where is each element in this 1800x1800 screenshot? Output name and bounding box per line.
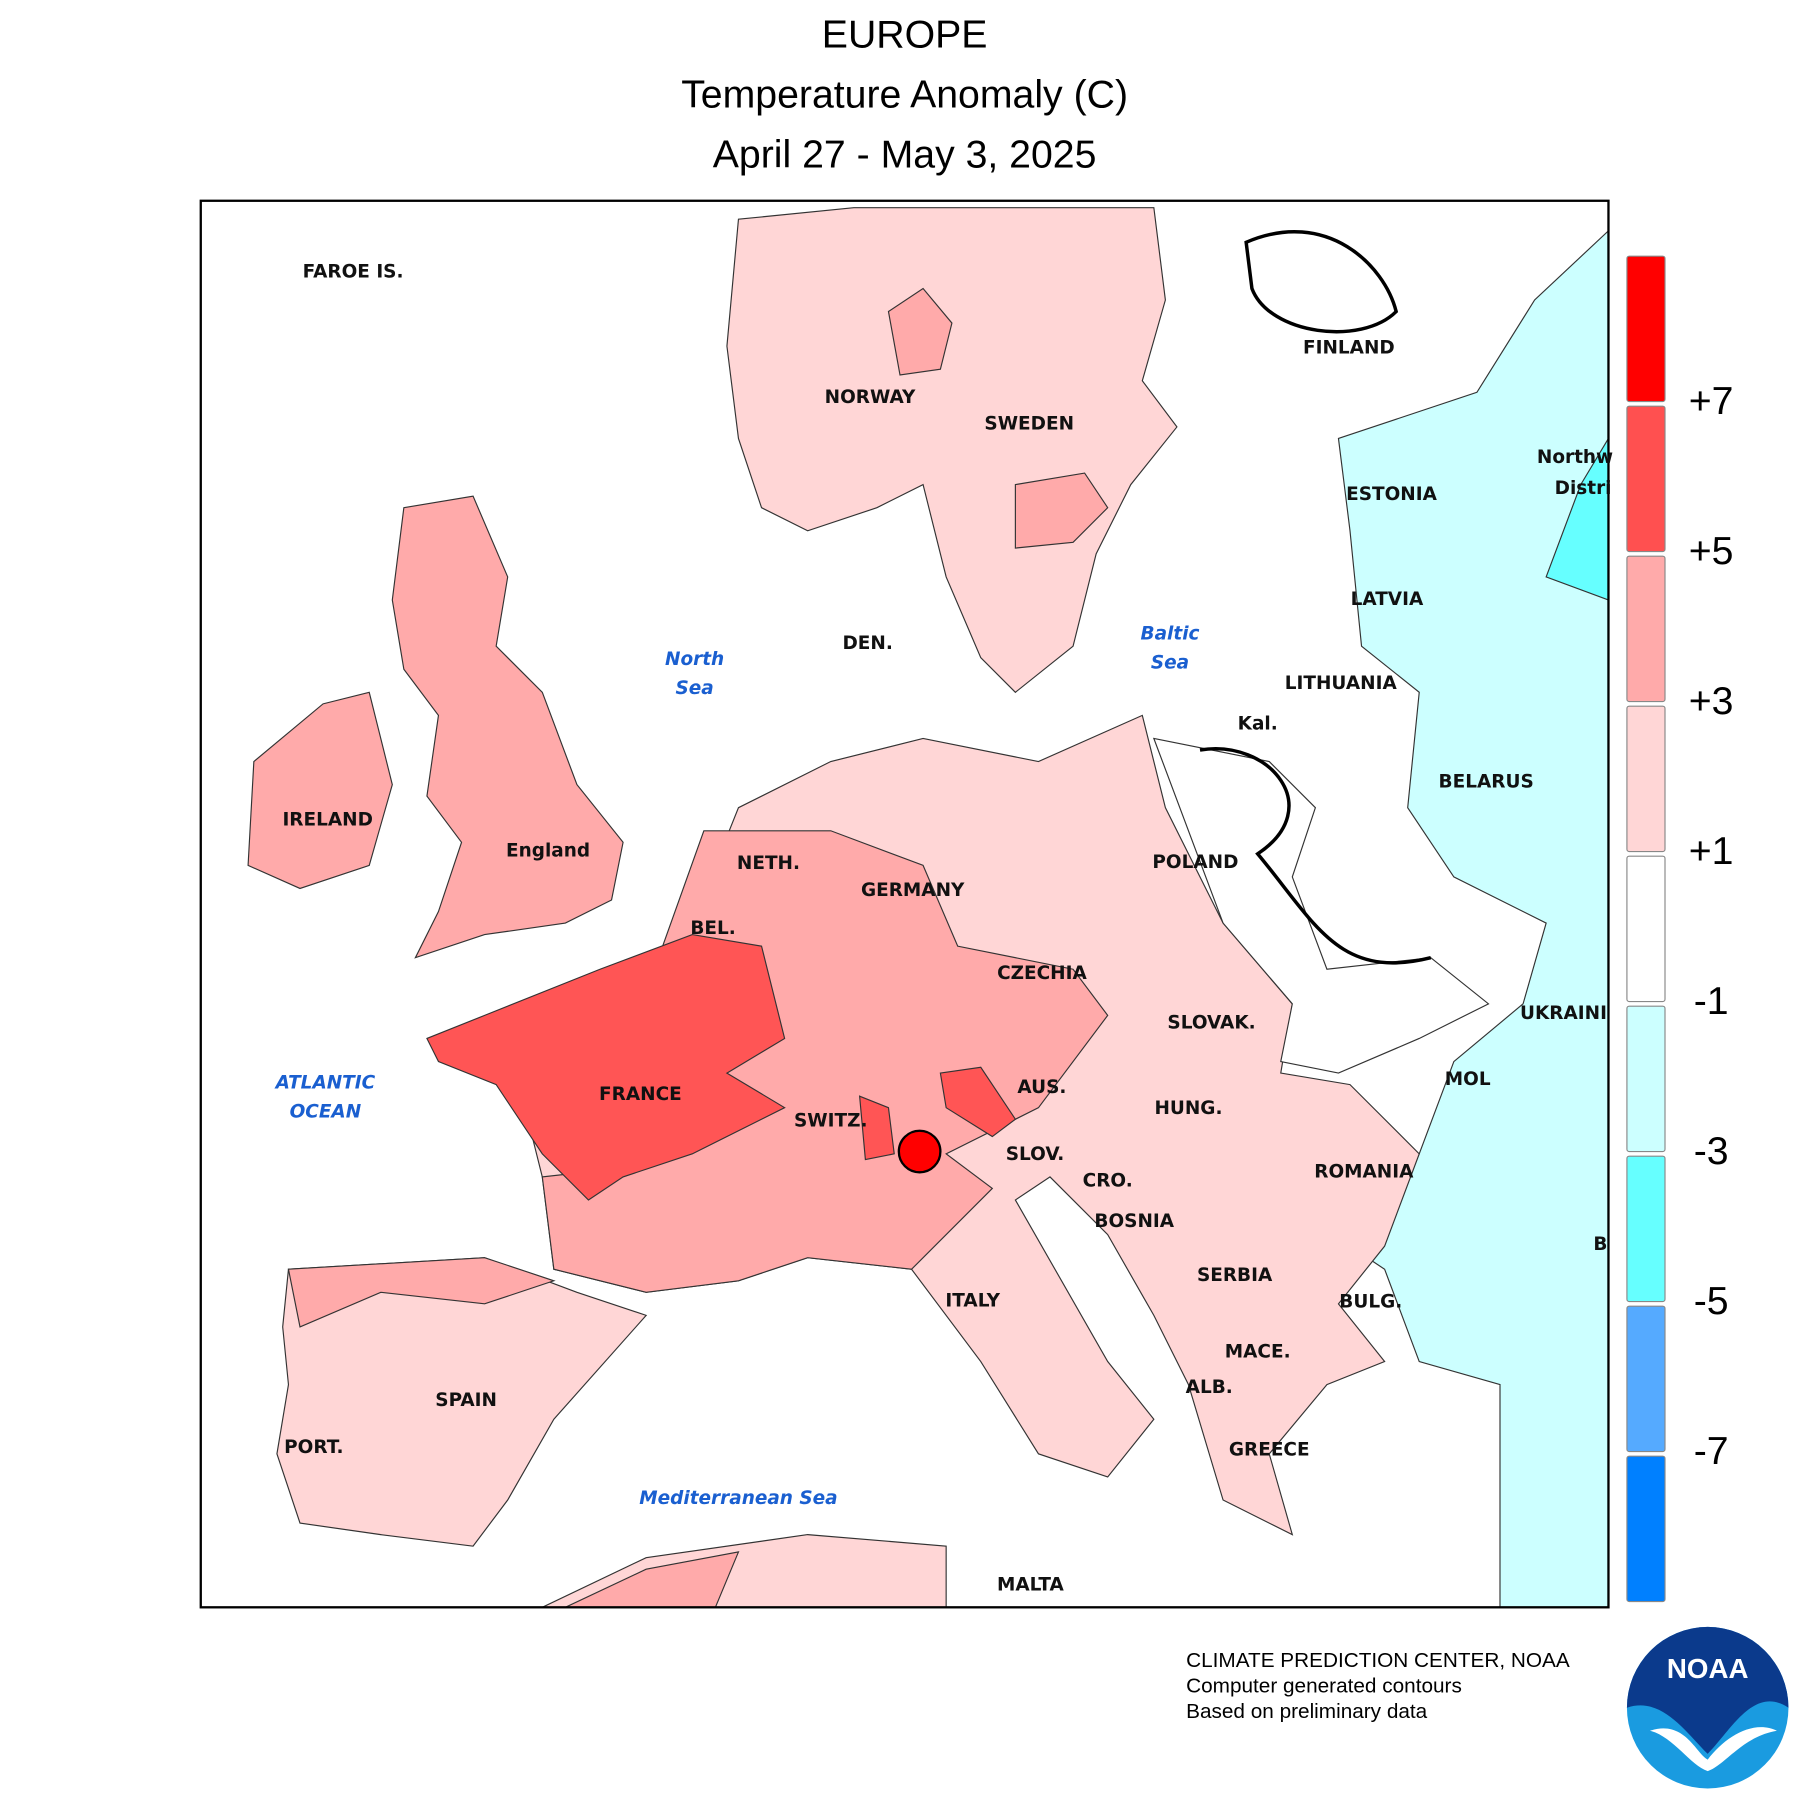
- legend-swatch: [1626, 1305, 1666, 1453]
- country-label: SWITZ.: [794, 1111, 868, 1132]
- country-label: NETH.: [737, 853, 800, 874]
- country-label: FINLAND: [1303, 337, 1395, 358]
- land: [1014, 472, 1109, 549]
- logo-top: [1626, 1626, 1789, 1754]
- land: [247, 691, 393, 890]
- country-label: DEN.: [842, 633, 892, 654]
- contour: [1199, 747, 1432, 965]
- country-label: HUNG.: [1154, 1098, 1222, 1119]
- country-label: B: [1593, 1234, 1607, 1255]
- legend-swatch: [1626, 705, 1666, 853]
- legend-label: -1: [1694, 979, 1729, 1023]
- legend-swatch: [1626, 1455, 1666, 1603]
- country-label: GERMANY: [861, 880, 965, 901]
- sea-label: Mediterranean Sea: [639, 1488, 837, 1509]
- hotspot: [897, 1129, 942, 1174]
- land: [391, 495, 624, 959]
- country-label: BULG.: [1339, 1292, 1402, 1313]
- country-label: BOSNIA: [1094, 1211, 1174, 1232]
- legend-label: -3: [1694, 1129, 1729, 1173]
- legend-swatch: [1626, 405, 1666, 553]
- logo-text: NOAA: [1667, 1653, 1749, 1684]
- country-label: BELARUS: [1439, 771, 1534, 792]
- country-label: CZECHIA: [997, 963, 1087, 984]
- country-label: ITALY: [945, 1291, 1000, 1312]
- country-label: MACE.: [1225, 1341, 1291, 1362]
- country-label: MOL: [1445, 1069, 1491, 1090]
- country-label: LATVIA: [1351, 589, 1424, 610]
- land: [887, 287, 953, 376]
- legend-swatch: [1626, 255, 1666, 403]
- legend-label: -5: [1694, 1279, 1729, 1323]
- country-label: England: [506, 841, 590, 862]
- map-shapes: [247, 207, 1609, 1608]
- country-label: IRELAND: [282, 809, 372, 830]
- country-label: ALB.: [1186, 1377, 1233, 1398]
- legend-label: +7: [1689, 379, 1734, 423]
- sea-label: Sea: [675, 678, 713, 699]
- sea-label: ATLANTIC: [274, 1072, 376, 1093]
- map-labels: FAROE IS. NORWAY SWEDEN FINLAND ESTONIA LATVI…: [274, 261, 1614, 1595]
- land: [858, 1095, 895, 1161]
- subtitle: Temperature Anomaly (C): [681, 72, 1128, 116]
- legend: +7 +5 +3 +1 -1 -3 -5 -7: [1626, 255, 1734, 1603]
- land: [939, 1066, 1017, 1138]
- country-label: GREECE: [1229, 1439, 1310, 1460]
- title: EUROPE: [822, 12, 988, 56]
- land: [1152, 737, 1490, 1074]
- country-label: AUS.: [1017, 1077, 1066, 1098]
- map-frame: [199, 199, 1610, 1609]
- country-label: UKRAINI: [1520, 1003, 1607, 1024]
- legend-swatch: [1626, 555, 1666, 703]
- legend-swatch: [1626, 1155, 1666, 1303]
- country-label: NORWAY: [825, 387, 916, 408]
- footer-line: Computer generated contours: [1186, 1674, 1462, 1697]
- sea-label: Sea: [1151, 652, 1189, 673]
- legend-swatch: [1626, 1005, 1666, 1153]
- country-label: SLOV.: [1006, 1144, 1065, 1165]
- country-label: ROMANIA: [1314, 1161, 1414, 1182]
- country-label: SWEDEN: [984, 414, 1074, 435]
- dates: April 27 - May 3, 2025: [713, 132, 1097, 176]
- legend-label: +5: [1689, 529, 1734, 573]
- land: [426, 934, 786, 1201]
- sea-label: OCEAN: [290, 1101, 362, 1122]
- land: [287, 1257, 556, 1328]
- country-label: Distri: [1555, 478, 1612, 499]
- country-label: POLAND: [1152, 852, 1238, 873]
- country-label: PORT.: [284, 1437, 343, 1458]
- contour: [1244, 230, 1399, 334]
- land: [1545, 437, 1609, 601]
- country-label: SLOVAK.: [1167, 1012, 1255, 1033]
- country-label: LITHUANIA: [1285, 673, 1398, 694]
- land: [1337, 229, 1609, 1608]
- legend-label: +1: [1689, 829, 1734, 873]
- country-label: ESTONIA: [1346, 484, 1437, 505]
- country-label: FAROE IS.: [303, 261, 404, 282]
- country-label: Northw: [1537, 447, 1613, 468]
- land: [276, 1257, 648, 1547]
- logo-bird: [1650, 1727, 1777, 1772]
- country-label: SPAIN: [435, 1390, 497, 1411]
- land: [726, 207, 1178, 694]
- country-label: Kal.: [1238, 714, 1278, 735]
- country-label: MALTA: [997, 1574, 1065, 1595]
- country-label: BEL.: [690, 918, 735, 939]
- country-label: SERBIA: [1197, 1265, 1273, 1286]
- country-label: FRANCE: [599, 1084, 682, 1105]
- sea-label: North: [665, 649, 724, 670]
- legend-label: -7: [1694, 1429, 1729, 1473]
- logo: NOAA: [1626, 1626, 1789, 1789]
- footer-line: CLIMATE PREDICTION CENTER, NOAA: [1186, 1649, 1570, 1672]
- legend-swatch: [1626, 855, 1666, 1003]
- legend-label: +3: [1689, 679, 1734, 723]
- land: [565, 1551, 740, 1608]
- country-label: CRO.: [1083, 1171, 1133, 1192]
- footer-line: Based on preliminary data: [1186, 1700, 1428, 1723]
- sea-label: Baltic: [1141, 624, 1200, 645]
